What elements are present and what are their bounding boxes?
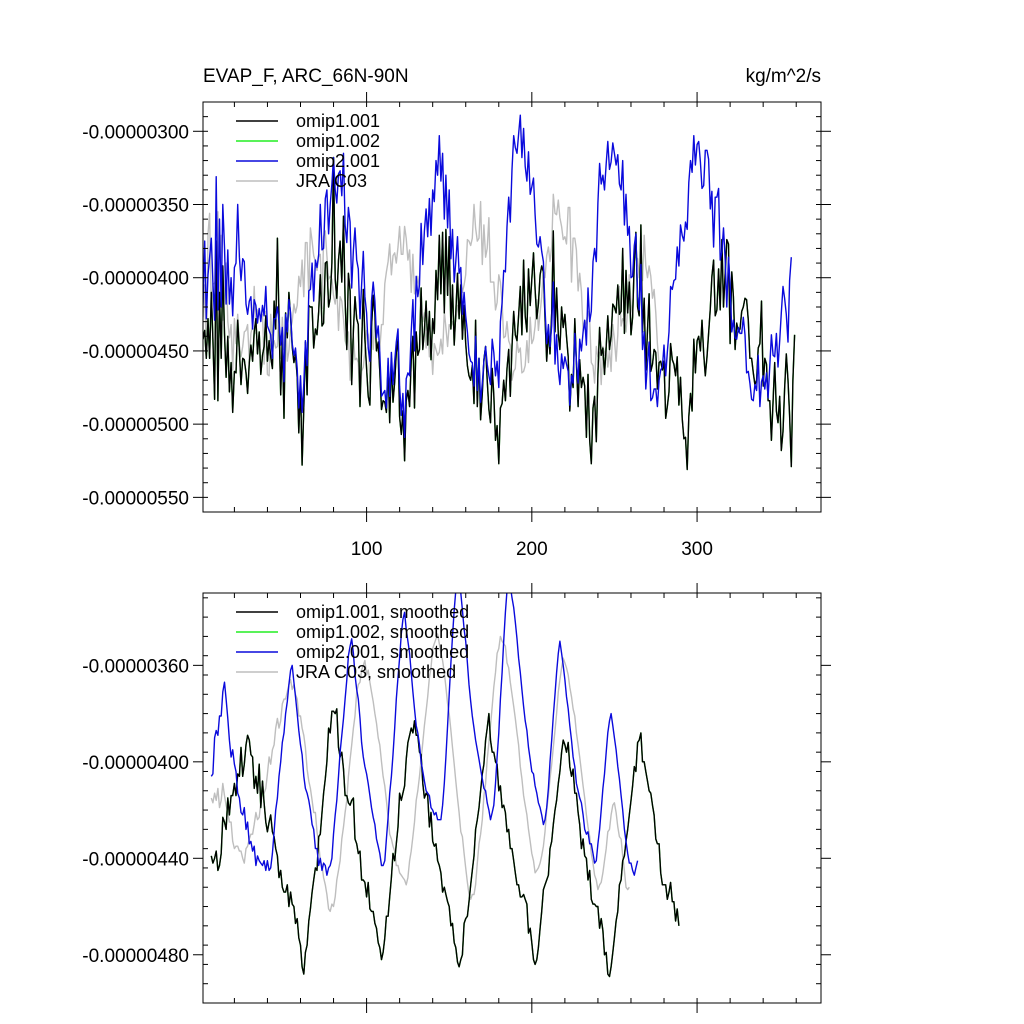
bottom-y-tick-label: -0.00000400: [82, 753, 189, 774]
top-legend-label-2: omip2.001: [296, 151, 380, 171]
bottom-legend-label-0: omip1.001, smoothed: [296, 602, 469, 622]
bottom-series-group: [210, 593, 680, 978]
bottom-legend-label-1: omip1.002, smoothed: [296, 622, 469, 642]
top-legend-label-0: omip1.001: [296, 111, 380, 131]
top-legend-label-1: omip1.002: [296, 131, 380, 151]
bottom-panel: -0.00000360 -0.00000400 -0.00000440 -0.0000…: [82, 583, 831, 1013]
top-legend-label-3: JRA C03: [296, 171, 367, 191]
bottom-series-line-3: [210, 633, 630, 913]
top-y-tick-label: -0.00000300: [82, 122, 189, 143]
top-series-line-2: [203, 114, 792, 438]
top-x-tick-label: 100: [351, 539, 383, 560]
top-y-tick-label: -0.00000500: [82, 415, 189, 436]
top-y-tick-label: -0.00000400: [82, 269, 189, 290]
bottom-y-tick-label: -0.00000360: [82, 656, 189, 677]
top-y-tick-label: -0.00000550: [82, 488, 189, 509]
bottom-plot-frame: [202, 592, 822, 1004]
top-x-tick-label: 200: [516, 539, 548, 560]
top-panel: 100 200 300 -0.00000300 -0.00000350 -0.000004…: [82, 92, 831, 560]
bottom-series-line-2: [210, 593, 639, 876]
top-series-line-1: [203, 156, 796, 471]
bottom-axes: -0.00000360 -0.00000400 -0.00000440 -0.0000…: [82, 583, 831, 1013]
top-y-tick-label: -0.00000450: [82, 342, 189, 363]
chart-units: kg/m^2/s: [746, 66, 821, 87]
bottom-y-tick-label: -0.00000480: [82, 946, 189, 967]
bottom-y-tick-label: -0.00000440: [82, 849, 189, 870]
bottom-series-line-0: [210, 708, 680, 978]
bottom-legend-label-2: omip2.001, smoothed: [296, 642, 469, 662]
bottom-legend-label-3: JRA C03, smoothed: [296, 662, 456, 682]
top-series-line-0: [203, 156, 796, 471]
top-axes: 100 200 300 -0.00000300 -0.00000350 -0.000004…: [82, 92, 831, 560]
chart-title: EVAP_F, ARC_66N-90N: [203, 66, 409, 87]
top-x-tick-label: 300: [681, 539, 713, 560]
top-y-tick-label: -0.00000350: [82, 196, 189, 217]
top-series-group: [203, 114, 796, 471]
